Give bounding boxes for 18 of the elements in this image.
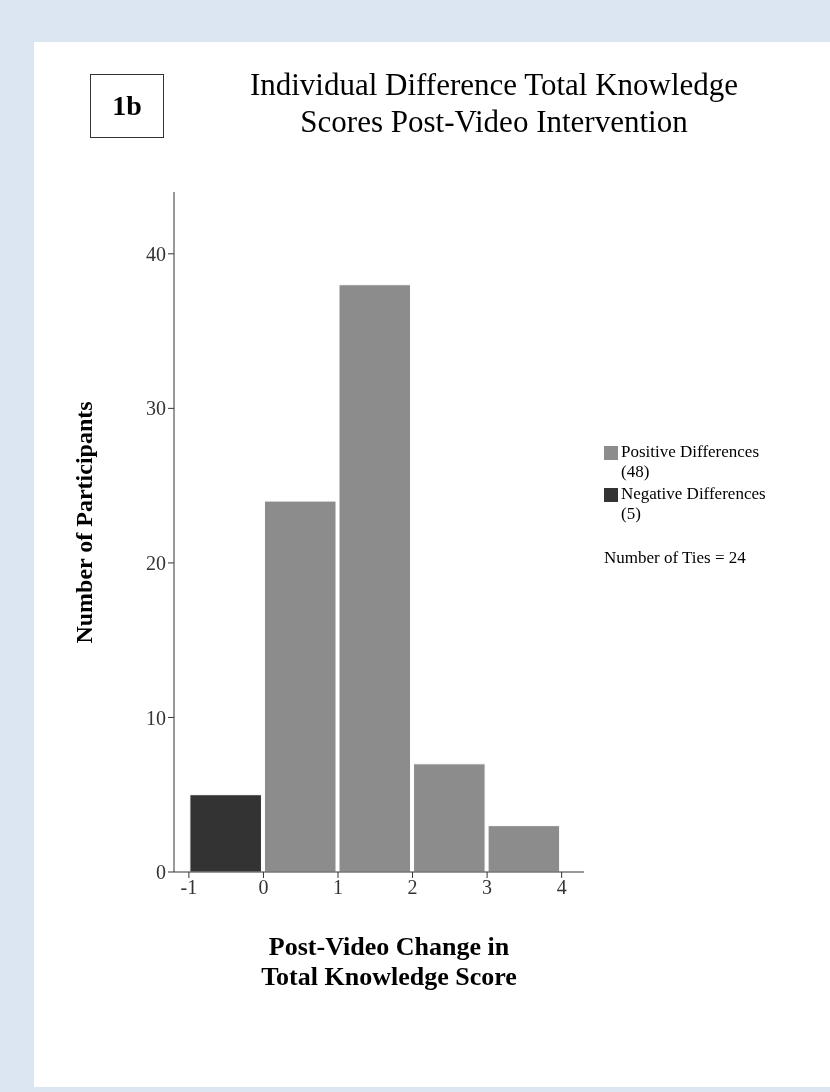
chart-title: Individual Difference Total Knowledge Scores Post-Video Intervention xyxy=(248,66,740,141)
x-tick-label: 2 xyxy=(407,876,418,899)
x-tick-label: 4 xyxy=(556,876,567,899)
x-tick-label: 3 xyxy=(482,876,493,899)
legend-label: Negative Differences (5) xyxy=(621,484,767,524)
y-axis-title: Number of Participants xyxy=(70,400,98,644)
x-tick-label: 1 xyxy=(333,876,343,899)
legend-label: Positive Differences (48) xyxy=(621,442,760,482)
x-tick-label: 0 xyxy=(258,876,269,899)
x-axis-title: Post-Video Change in Total Knowledge Score xyxy=(260,932,518,992)
y-tick-label: 0 xyxy=(156,861,166,884)
y-tick-label: 20 xyxy=(146,552,166,575)
y-tick-label: 10 xyxy=(146,706,166,729)
text: 1b xyxy=(90,74,164,138)
x-tick-label: -1 xyxy=(180,876,198,899)
y-tick-label: 40 xyxy=(146,242,166,265)
text: Number of Ties = 24 xyxy=(604,548,747,568)
y-tick-label: 30 xyxy=(146,397,166,420)
